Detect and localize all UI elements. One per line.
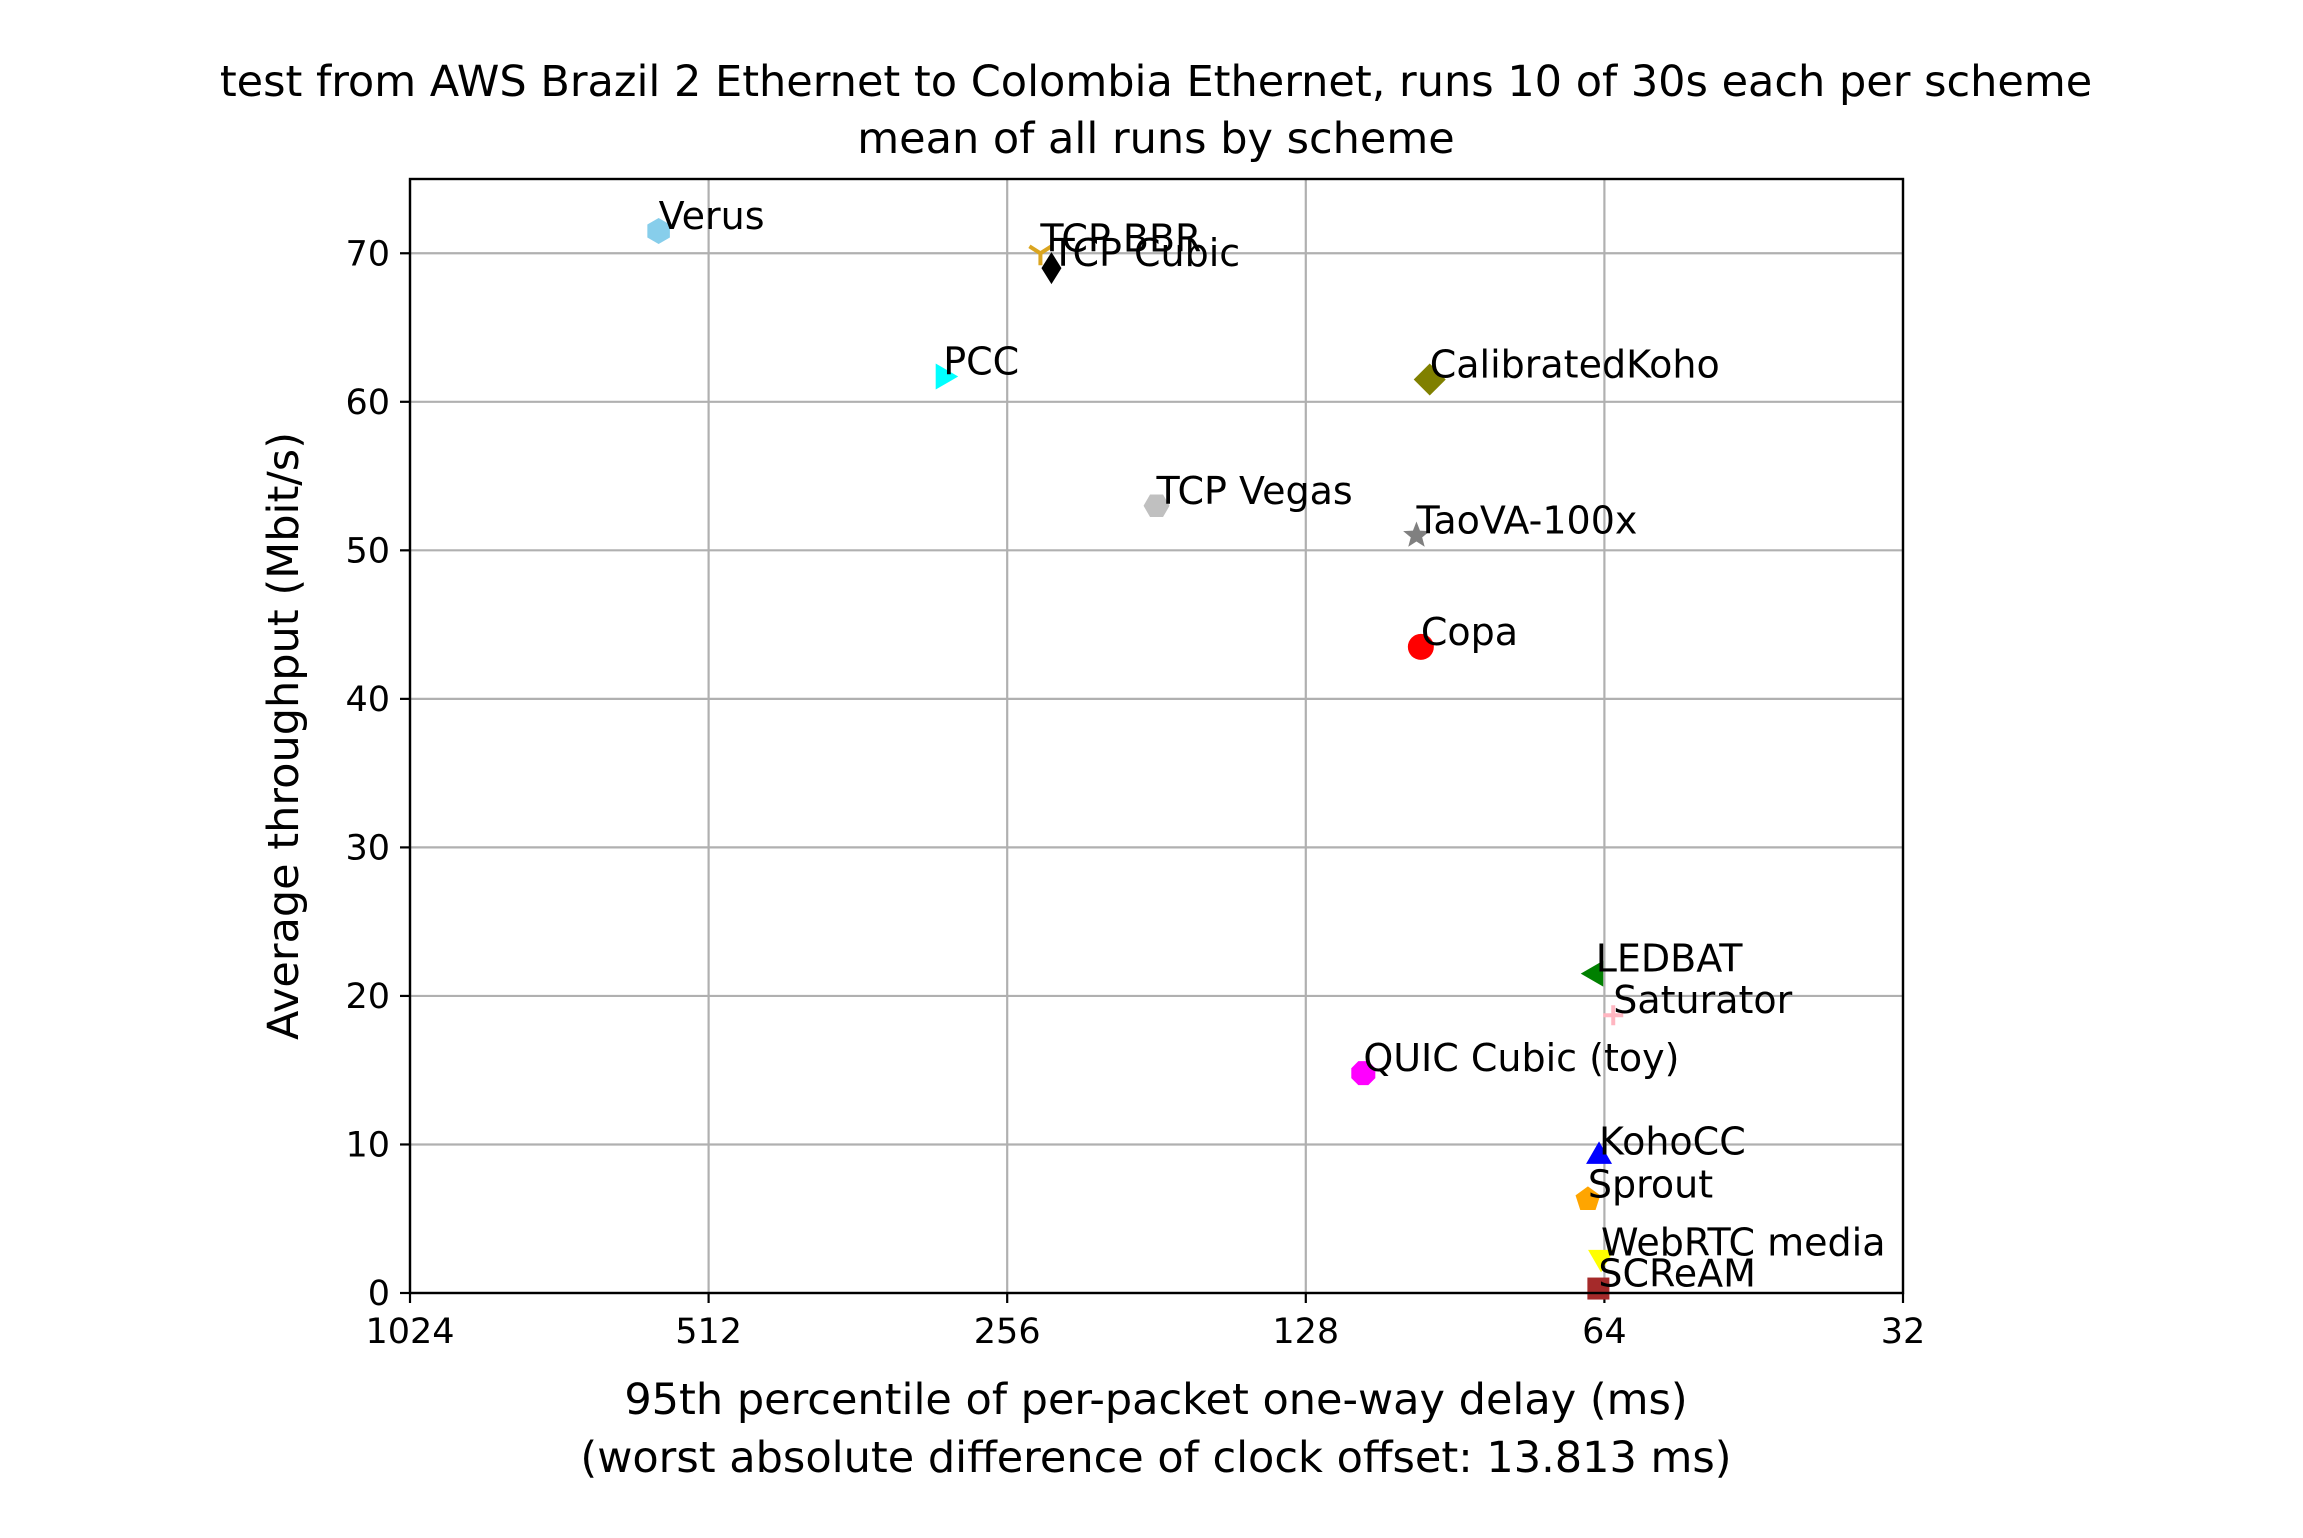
- x-tick-label: 256: [974, 1312, 1041, 1352]
- chart-title: test from AWS Brazil 2 Ethernet to Colom…: [220, 57, 2092, 107]
- point-pcc-label: PCC: [943, 340, 1019, 384]
- point-tcp-bbr-label: TCP BBR: [1039, 216, 1201, 260]
- point-sprout-marker: [1575, 1186, 1601, 1210]
- x-tick-label: 1024: [365, 1312, 454, 1352]
- point-tcp-cubic-marker: [1041, 252, 1062, 285]
- y-tick-label: 60: [345, 383, 390, 423]
- point-sprout-label: Sprout: [1588, 1162, 1713, 1206]
- point-ledbat-marker: [1580, 960, 1604, 987]
- data-points: [647, 217, 1624, 1300]
- y-tick-label: 20: [345, 977, 390, 1017]
- x-axis-label: 95th percentile of per-packet one-way de…: [624, 1375, 1687, 1425]
- point-webrtc-media-marker: [1588, 1249, 1615, 1273]
- y-tick-label: 30: [345, 828, 390, 868]
- point-saturator-label: Saturator: [1613, 978, 1792, 1022]
- point-taova-100x-label: TaoVA-100x: [1415, 498, 1637, 542]
- y-tick-label: 0: [368, 1274, 390, 1314]
- point-verus-marker: [647, 217, 670, 244]
- point-pcc-marker: [935, 363, 959, 390]
- point-kohocc-marker: [1586, 1141, 1613, 1164]
- y-axis-label: Average throughput (Mbit/s): [259, 432, 309, 1040]
- point-ledbat-label: LEDBAT: [1596, 937, 1744, 981]
- point-tcp-vegas-marker: [1143, 494, 1170, 518]
- point-scream-label: SCReAM: [1598, 1252, 1756, 1296]
- y-tick-label: 40: [345, 680, 390, 720]
- point-taova-100x-marker: [1403, 521, 1430, 547]
- point-tcp-cubic-label: TCP Cubic: [1050, 231, 1240, 275]
- point-copa-label: Copa: [1421, 610, 1518, 654]
- y-tick-label: 50: [345, 531, 390, 571]
- axis-ticks: 1024 512 256 128 64 32 0 10 20 30 40 50 60 70: [345, 234, 1925, 1352]
- point-verus-label: Verus: [659, 194, 765, 238]
- x-tick-label: 512: [675, 1312, 742, 1352]
- point-tcp-bbr-marker: [1028, 244, 1053, 266]
- point-saturator-marker: [1603, 1005, 1624, 1026]
- point-quic-cubic-toy-marker: [1351, 1061, 1376, 1086]
- point-quic-cubic-toy-label: QUIC Cubic (toy): [1363, 1036, 1679, 1080]
- point-webrtc-media-label: WebRTC media: [1601, 1220, 1885, 1264]
- y-tick-label: 70: [345, 234, 390, 274]
- point-calibratedkoho-label: CalibratedKoho: [1430, 343, 1720, 387]
- x-axis-label-secondary: (worst absolute difference of clock offs…: [580, 1433, 1731, 1483]
- y-tick-label: 10: [345, 1125, 390, 1165]
- point-copa-marker: [1407, 633, 1434, 660]
- x-tick-label: 32: [1881, 1312, 1926, 1352]
- x-tick-label: 128: [1272, 1312, 1339, 1352]
- point-tcp-vegas-label: TCP Vegas: [1156, 469, 1353, 513]
- x-tick-label: 64: [1582, 1312, 1627, 1352]
- plot-frame: [408, 177, 1905, 1295]
- point-kohocc-label: KohoCC: [1599, 1119, 1746, 1163]
- point-calibratedkoho-marker: [1413, 363, 1446, 396]
- chart-subtitle: mean of all runs by scheme: [857, 114, 1454, 164]
